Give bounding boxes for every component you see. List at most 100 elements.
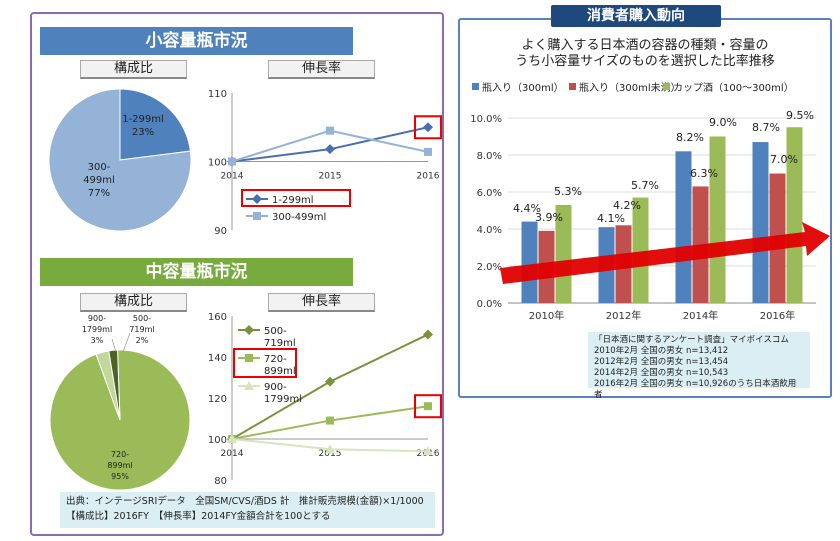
growth-medium-series-2-legend-label: 900-1799ml [264, 382, 302, 405]
bar-label-2-3: 9.5% [786, 109, 814, 122]
bar-label-2-2: 9.0% [709, 116, 737, 129]
pie1-1-299ml-label: 1-299ml 23% [122, 114, 164, 138]
medium-bottle-banner: 中容量瓶市況 [40, 258, 353, 286]
survey-line-2: 2012年2月 全国の男女 n=13,454 [594, 357, 729, 367]
bar-ytick-1: 2.0% [477, 262, 502, 273]
growth-small-series-1-point-2 [424, 147, 432, 156]
bar-label-0-1: 4.1% [597, 212, 625, 225]
bar-legend-swatch-2 [663, 83, 670, 90]
survey-line-1: 2010年2月 全国の男女 n=13,412 [594, 346, 729, 356]
growth-medium-series-1-legend-marker [245, 354, 253, 362]
bar-legend-label-1: 瓶入り（300ml未満） [579, 81, 681, 94]
bar-ytick-0: 0.0% [477, 299, 502, 310]
bar-legend-swatch-0 [472, 83, 479, 90]
pie1-300-499ml-label: 300-499ml 77% [83, 162, 115, 199]
bar-ytick-2: 4.0% [477, 225, 502, 236]
growth-small-ytick-90: 90 [214, 226, 227, 237]
growth-medium-series-1-point-1 [326, 416, 334, 425]
source-line-1: 出典：インテージSRIデータ 全国SM/CVS/酒DS 計 推計販売規模(金額)… [66, 496, 424, 507]
bar-xtick-3: 2016年 [760, 309, 795, 322]
growth-medium-series-0-point-1 [325, 376, 335, 387]
growth-small-xtick-2015: 2015 [319, 172, 342, 182]
growth-small-series-0-point-2 [423, 122, 433, 133]
bar-ytick-4: 8.0% [477, 151, 502, 162]
bar-label-2-0: 5.3% [554, 185, 582, 198]
bar-label-1-2: 6.3% [690, 167, 718, 180]
growth-small-xtick-2014: 2014 [221, 172, 244, 182]
growth-medium-series-2-legend-marker [244, 381, 254, 390]
source-line-2: 【構成比】2016FY 【伸長率】2014FY金額合計を100とする [66, 511, 331, 522]
pie2-500-719ml-slice [108, 349, 121, 421]
title-line-1: よく購入する日本酒の容器の種類・容量の [521, 38, 769, 53]
bar-label-1-0: 3.9% [535, 211, 563, 224]
pie2-callout-1 [111, 338, 117, 353]
growth-medium-series-1-highlight-box [414, 394, 442, 419]
bar-label-1-1: 4.2% [613, 199, 641, 212]
survey-line-4: 2016年2月 全国の男女 n=10,926のうち日本酒飲用者 [594, 379, 797, 400]
growth-small-series-0-point-1 [325, 144, 335, 155]
bar-xtick-0: 2010年 [529, 309, 564, 322]
medium-composition-label: 構成比 [80, 293, 187, 312]
survey-line-0: 「日本酒に関するアンケート調査」マイボイスコム [594, 335, 789, 345]
growth-medium-series-1-legend-label: 720-899ml [264, 354, 296, 377]
growth-small-series-0-legend-marker [252, 194, 262, 204]
growth-medium-series-1-legend-highlight [233, 348, 297, 378]
growth-medium-xtick-2014: 2014 [221, 449, 244, 459]
growth-small-series-1-point-1 [326, 126, 334, 135]
bar-legend-swatch-1 [569, 83, 576, 90]
growth-medium-series-0-legend-label: 500-719ml [264, 326, 296, 349]
growth-medium-ytick-140: 140 [208, 353, 227, 364]
small-bottle-banner: 小容量瓶市況 [40, 27, 353, 55]
medium-growth-label: 伸長率 [268, 293, 375, 312]
bar-ytick-5: 10.0% [470, 114, 502, 125]
consumer-banner: 消費者購入動向 [551, 5, 721, 27]
growth-small-xtick-2016: 2016 [417, 172, 440, 182]
small-growth-label: 伸長率 [268, 60, 375, 79]
bar-0-3 [752, 142, 769, 303]
growth-small-ytick-110: 110 [208, 89, 227, 100]
growth-medium-ytick-120: 120 [208, 394, 227, 405]
bar-label-0-3: 8.7% [752, 121, 780, 134]
market-panel [30, 12, 444, 536]
bar-label-0-0: 4.4% [513, 202, 541, 215]
growth-medium-series-2-point-0 [227, 434, 237, 443]
growth-medium-series-0-point-2 [423, 329, 433, 340]
source-note: 出典：インテージSRIデータ 全国SM/CVS/酒DS 計 推計販売規模(金額)… [60, 492, 435, 528]
pie2-720-899ml-label: 720-899ml 95% [107, 450, 132, 481]
survey-note: 「日本酒に関するアンケート調査」マイボイスコム 2010年2月 全国の男女 n=… [588, 332, 810, 400]
bar-2-1 [632, 197, 649, 303]
bar-label-0-2: 8.2% [676, 131, 704, 144]
trend-arrow [500, 222, 830, 284]
growth-medium-series-2-point-2 [423, 446, 433, 456]
growth-small-series-0-legend-label: 1-299ml [272, 195, 314, 206]
growth-medium-series-1-point-2 [424, 402, 432, 411]
growth-medium-ytick-80: 80 [214, 476, 227, 487]
growth-medium-series-2-point-1 [325, 444, 335, 454]
growth-small-series-0-highlight-box [414, 115, 442, 140]
growth-small-series-0-legend-highlight [241, 189, 351, 207]
growth-medium-ytick-100: 100 [208, 435, 227, 446]
bar-0-2 [675, 151, 692, 303]
survey-line-3: 2014年2月 全国の男女 n=10,543 [594, 368, 729, 378]
bar-legend-label-0: 瓶入り（300ml） [482, 81, 564, 94]
bar-legend-label-2: カップ酒（100～300ml） [673, 82, 794, 94]
title-line-2: うち小容量サイズのものを選択した比率推移 [515, 54, 775, 69]
bar-2-2 [709, 136, 726, 303]
bar-xtick-1: 2012年 [606, 309, 641, 322]
pie2-500-719ml-label: 500-719ml 2% [129, 314, 154, 345]
bar-ytick-3: 6.0% [477, 188, 502, 199]
growth-medium-xtick-2015: 2015 [319, 449, 342, 459]
small-composition-label: 構成比 [80, 60, 187, 79]
consumer-chart-title: よく購入する日本酒の容器の種類・容量の うち小容量サイズのものを選択した比率推移 [460, 38, 830, 70]
bar-xtick-2: 2014年 [683, 309, 718, 322]
growth-small-series-1-legend-label: 300-499ml [272, 212, 326, 223]
bar-label-1-3: 7.0% [770, 153, 798, 166]
growth-medium-ytick-160: 160 [208, 312, 227, 323]
pie1-300-499ml-slice [48, 88, 192, 232]
bar-2-3 [786, 127, 803, 303]
growth-small-series-1-point-0 [228, 157, 236, 166]
bar-label-2-1: 5.7% [631, 179, 659, 192]
